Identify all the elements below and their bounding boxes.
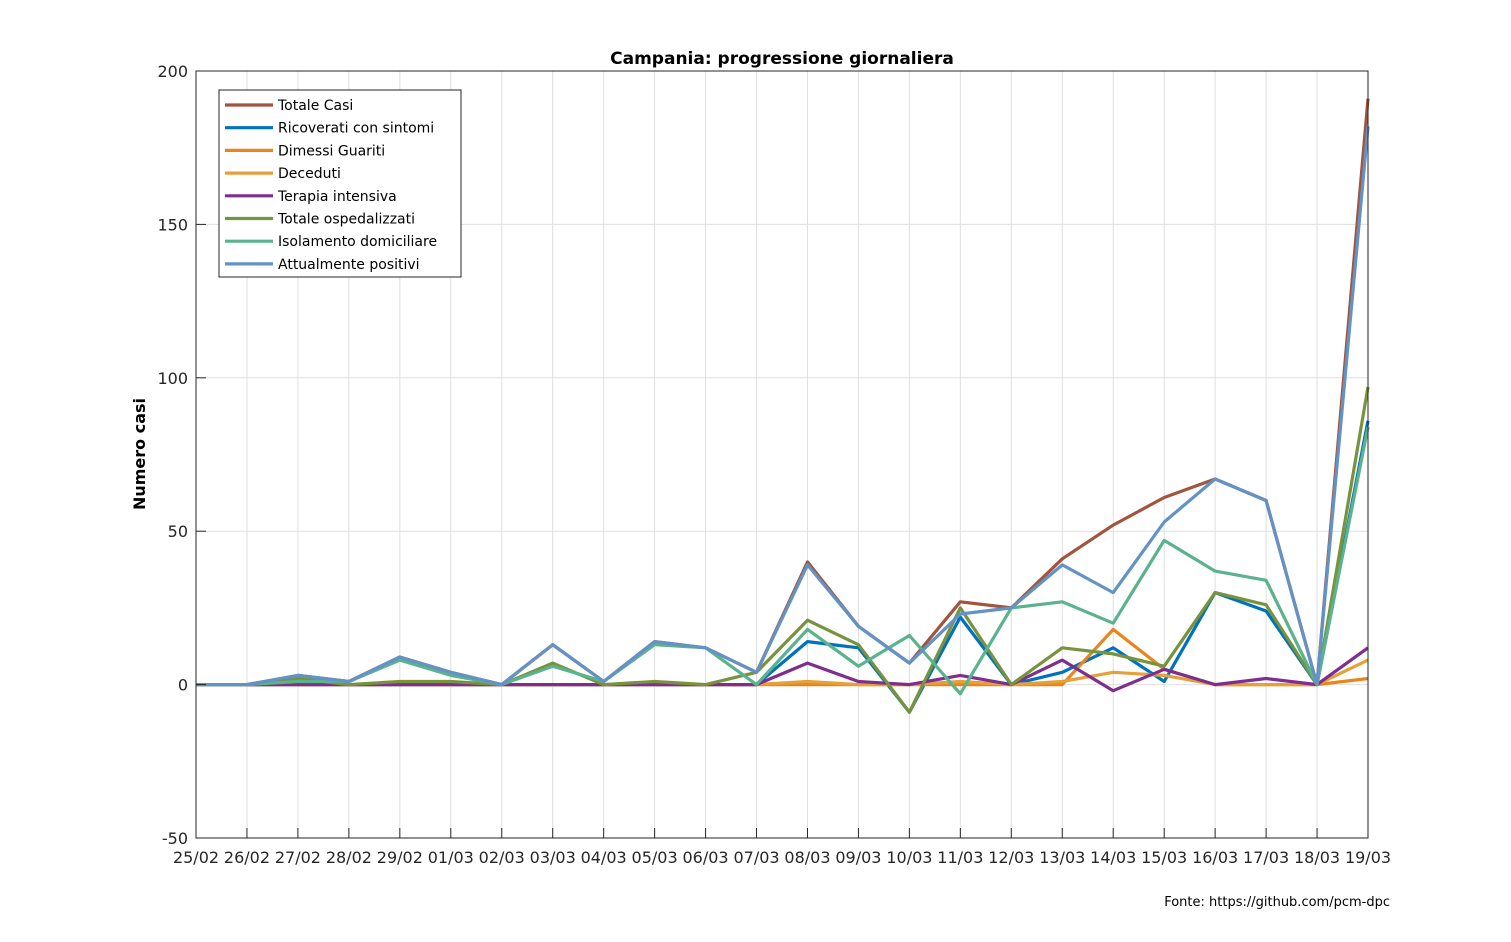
x-tick-label: 14/03: [1090, 848, 1136, 867]
x-tick-label: 17/03: [1243, 848, 1289, 867]
source-note: Fonte: https://github.com/pcm-dpc: [1164, 895, 1390, 910]
x-tick-label: 09/03: [835, 848, 881, 867]
series-line-5: [196, 646, 1369, 693]
x-tick-label: 12/03: [988, 848, 1034, 867]
x-tick-label: 07/03: [733, 848, 779, 867]
x-tick-label: 28/02: [326, 848, 372, 867]
x-tick-label: 11/03: [937, 848, 983, 867]
plot-frame: [195, 70, 1369, 839]
x-tick-label: 05/03: [632, 848, 678, 867]
x-tick-label: 25/02: [173, 848, 219, 867]
x-tick-label: 19/03: [1345, 848, 1391, 867]
grid: [196, 71, 1368, 838]
x-tick-label: 29/02: [377, 848, 423, 867]
y-tick-label: 150: [157, 215, 188, 234]
x-tick-label: 15/03: [1141, 848, 1187, 867]
legend-label: Totale Casi: [277, 98, 353, 114]
legend-box: [218, 89, 462, 278]
y-tick-label: 0: [178, 676, 188, 695]
y-tick-label: 200: [157, 62, 188, 81]
legend-label: Totale ospedalizzati: [277, 212, 415, 228]
x-tick-label: 26/02: [224, 848, 270, 867]
legend-label: Ricoverati con sintomi: [278, 121, 434, 137]
x-tick-label: 04/03: [581, 848, 627, 867]
x-tick-label: 03/03: [530, 848, 576, 867]
chart-title: Campania: progressione giornaliera: [610, 49, 954, 69]
y-tick-label: -50: [162, 829, 188, 848]
y-axis-label: Numero casi: [130, 398, 149, 510]
x-tick-labels: 25/02 26/02 27/02 28/02 29/02 01/03 02/03 03/03…: [173, 848, 1391, 867]
legend-label: Terapia intensiva: [277, 189, 397, 205]
legend-label: Isolamento domiciliare: [278, 234, 437, 250]
legend-label: Dimessi Guariti: [278, 143, 385, 159]
x-tick-label: 16/03: [1192, 848, 1238, 867]
series-line-8: [196, 126, 1370, 687]
x-tick-label: 27/02: [275, 848, 321, 867]
y-tick-label: 50: [168, 522, 188, 541]
x-tick-label: 08/03: [784, 848, 830, 867]
series-line-7: [196, 426, 1370, 696]
y-tick-label: 100: [157, 369, 188, 388]
legend-label: Attualmente positivi: [278, 257, 420, 273]
axis-ticks: [195, 70, 1369, 839]
y-tick-labels: -50 0 50 100 150 200: [157, 62, 188, 848]
x-tick-label: 13/03: [1039, 848, 1085, 867]
x-tick-label: 02/03: [479, 848, 525, 867]
series-layer: [196, 98, 1370, 714]
x-tick-label: 06/03: [683, 848, 729, 867]
series-line-6: [196, 386, 1370, 714]
x-tick-label: 01/03: [428, 848, 474, 867]
x-tick-label: 18/03: [1294, 848, 1340, 867]
x-tick-label: 10/03: [886, 848, 932, 867]
legend-label: Deceduti: [278, 166, 341, 182]
legend: Totale Casi Ricoverati con sintomi Dimessi…: [218, 89, 462, 278]
